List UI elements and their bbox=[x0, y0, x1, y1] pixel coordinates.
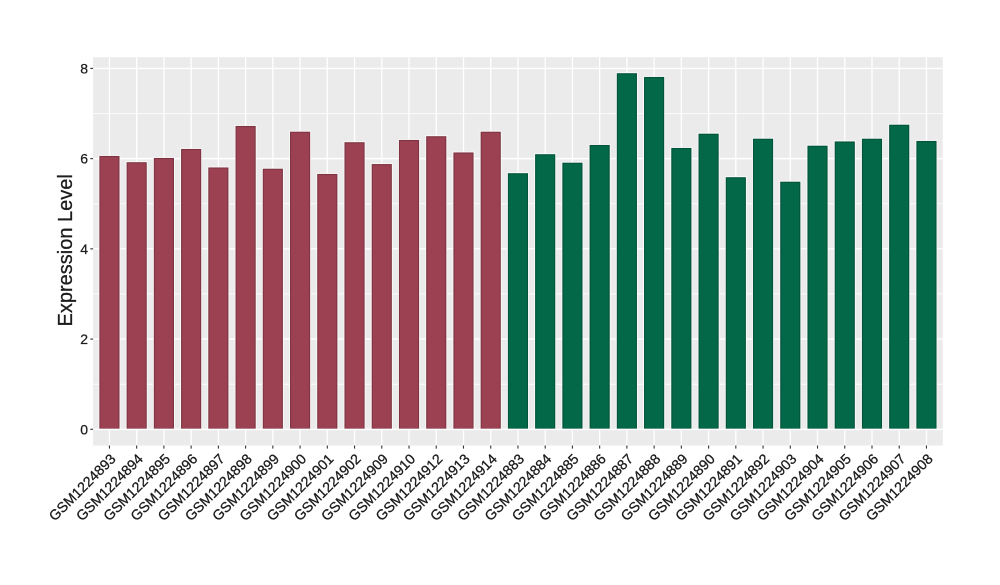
svg-text:8: 8 bbox=[80, 60, 88, 76]
svg-text:2: 2 bbox=[80, 331, 88, 347]
svg-text:4: 4 bbox=[80, 241, 88, 257]
svg-text:6: 6 bbox=[80, 151, 88, 167]
svg-text:Expression Level: Expression Level bbox=[55, 174, 77, 326]
svg-text:0: 0 bbox=[80, 421, 88, 437]
